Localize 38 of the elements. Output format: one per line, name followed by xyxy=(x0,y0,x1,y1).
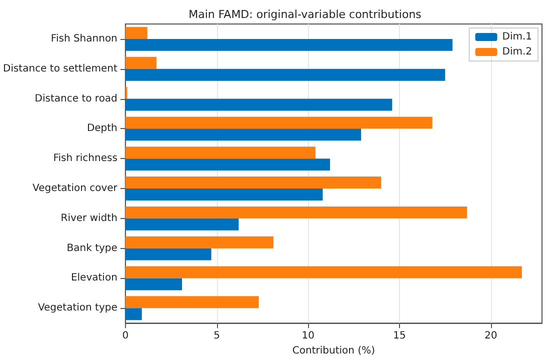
bar xyxy=(125,248,212,260)
y-tick-label: Depth xyxy=(86,123,118,134)
bar xyxy=(125,128,362,141)
bar xyxy=(125,308,142,320)
x-tick-label: 10 xyxy=(302,330,314,342)
bar xyxy=(125,68,446,81)
bar xyxy=(125,236,274,248)
y-tick-label: Elevation xyxy=(70,272,118,284)
y-tick-label: Bank type xyxy=(66,242,118,254)
legend-label: Dim.1 xyxy=(502,32,532,42)
bar xyxy=(125,206,468,218)
x-tick-label: 15 xyxy=(393,330,406,342)
y-tick-label: Vegetation type xyxy=(38,302,118,314)
bar xyxy=(125,218,239,230)
y-tick-label: Vegetation cover xyxy=(32,183,118,194)
y-tick-label: Distance to road xyxy=(34,93,118,104)
bar xyxy=(125,278,182,290)
x-tick-label: 20 xyxy=(484,330,498,342)
bar xyxy=(125,26,148,39)
legend-label: Dim.2 xyxy=(502,46,532,58)
bar xyxy=(125,116,432,129)
bar xyxy=(125,98,392,111)
bar xyxy=(125,266,522,278)
y-tick-label: Distance to settlement xyxy=(2,63,118,74)
y-tick-label: Fish Shannon xyxy=(50,33,118,44)
y-tick-label: Fish richness xyxy=(53,153,118,164)
chart-title: Main FAMD: original-variable contributions xyxy=(188,8,422,21)
bar xyxy=(125,38,452,51)
bar xyxy=(125,158,330,171)
bar xyxy=(125,56,156,69)
x-axis-title: Contribution (%) xyxy=(292,346,376,356)
y-tick-label: River width xyxy=(60,212,118,224)
bar xyxy=(125,146,316,159)
x-tick-label: 5 xyxy=(214,330,220,342)
bar xyxy=(125,188,323,200)
bar xyxy=(125,176,382,189)
bar xyxy=(125,296,259,308)
x-tick-label: 0 xyxy=(122,330,129,342)
